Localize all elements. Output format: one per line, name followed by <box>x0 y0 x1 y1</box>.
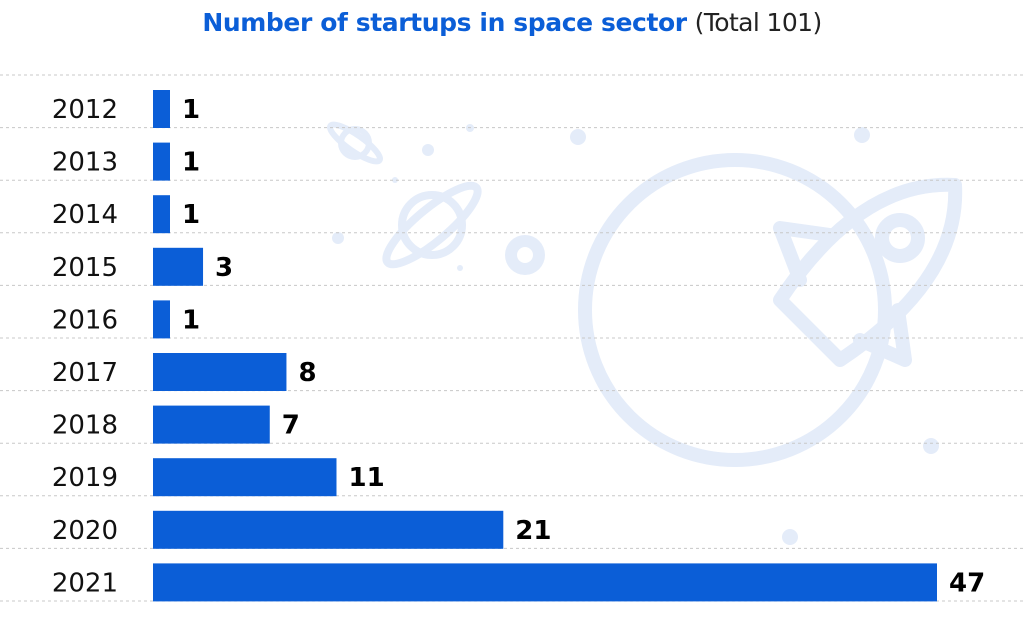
bar-2019 <box>153 458 337 497</box>
data-label-2020: 21 <box>515 516 551 546</box>
data-label-2018: 7 <box>282 411 300 441</box>
y-tick-labels: 2012 2013 2014 2015 2016 2017 2018 2019 2020 2021 <box>52 95 118 598</box>
bar-2016 <box>153 300 170 339</box>
y-tick-2014: 2014 <box>52 200 118 230</box>
data-label-2014: 1 <box>182 200 200 230</box>
y-tick-2016: 2016 <box>52 305 118 335</box>
chart-title-main: Number of startups in space sector <box>202 8 687 37</box>
bar-2020 <box>153 510 504 549</box>
y-tick-2015: 2015 <box>52 253 118 283</box>
bar-2015 <box>153 247 204 286</box>
data-label-2016: 1 <box>182 305 200 335</box>
space-illustration <box>327 121 963 545</box>
data-label-2017: 8 <box>298 358 316 388</box>
data-label-2019: 11 <box>348 463 384 493</box>
y-tick-2020: 2020 <box>52 516 118 546</box>
bar-2017 <box>153 353 287 391</box>
data-label-2015: 3 <box>215 253 233 283</box>
y-tick-2018: 2018 <box>52 411 118 441</box>
chart-subtitle: (Total 101) <box>694 8 823 37</box>
bars <box>153 90 937 602</box>
small-planet-icon <box>327 121 383 165</box>
y-tick-2012: 2012 <box>52 95 118 125</box>
data-label-2021: 47 <box>949 568 985 598</box>
y-tick-2017: 2017 <box>52 358 118 388</box>
y-tick-2019: 2019 <box>52 463 118 493</box>
planet-icon <box>382 181 482 269</box>
y-tick-2021: 2021 <box>52 568 118 598</box>
star-icon <box>332 124 939 545</box>
y-tick-2013: 2013 <box>52 148 118 178</box>
bar-2018 <box>153 405 270 444</box>
bar-2012 <box>153 90 170 128</box>
rocket-icon <box>578 153 963 467</box>
bar-2021 <box>153 563 937 602</box>
data-label-2013: 1 <box>182 148 200 178</box>
chart-title: Number of startups in space sector (Tota… <box>0 8 1024 37</box>
bar-2014 <box>153 195 170 234</box>
data-label-2012: 1 <box>182 95 200 125</box>
star-ring-hole <box>517 247 533 263</box>
bar-2013 <box>153 142 170 181</box>
